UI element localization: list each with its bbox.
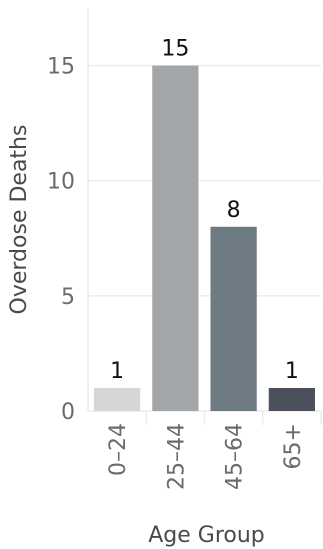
grid-layer xyxy=(88,64,321,297)
data-label: 1 xyxy=(110,359,124,384)
data-label: 8 xyxy=(227,198,241,223)
x-tick-label: 45–64 xyxy=(223,423,248,490)
y-tick-label: 10 xyxy=(47,170,75,195)
tick-labels: 0 5 10 15 0–24 25–44 45–64 65+ xyxy=(47,55,306,490)
data-label: 15 xyxy=(161,37,189,62)
x-tick-label: 0–24 xyxy=(106,423,131,476)
y-tick-label: 15 xyxy=(47,55,75,80)
y-axis-title: Overdose Deaths xyxy=(7,125,32,315)
bar xyxy=(210,226,257,411)
bar xyxy=(152,65,199,412)
x-tick-label: 65+ xyxy=(281,423,306,469)
x-tick-label: 25–44 xyxy=(164,423,189,490)
data-labels: 1 15 8 1 xyxy=(110,37,299,384)
bars xyxy=(94,65,315,412)
x-axis-title: Age Group xyxy=(148,523,265,548)
y-tick-label: 0 xyxy=(61,400,75,425)
bar xyxy=(268,387,315,411)
data-label: 1 xyxy=(285,359,299,384)
y-tick-label: 5 xyxy=(61,285,75,310)
bar xyxy=(94,387,141,411)
